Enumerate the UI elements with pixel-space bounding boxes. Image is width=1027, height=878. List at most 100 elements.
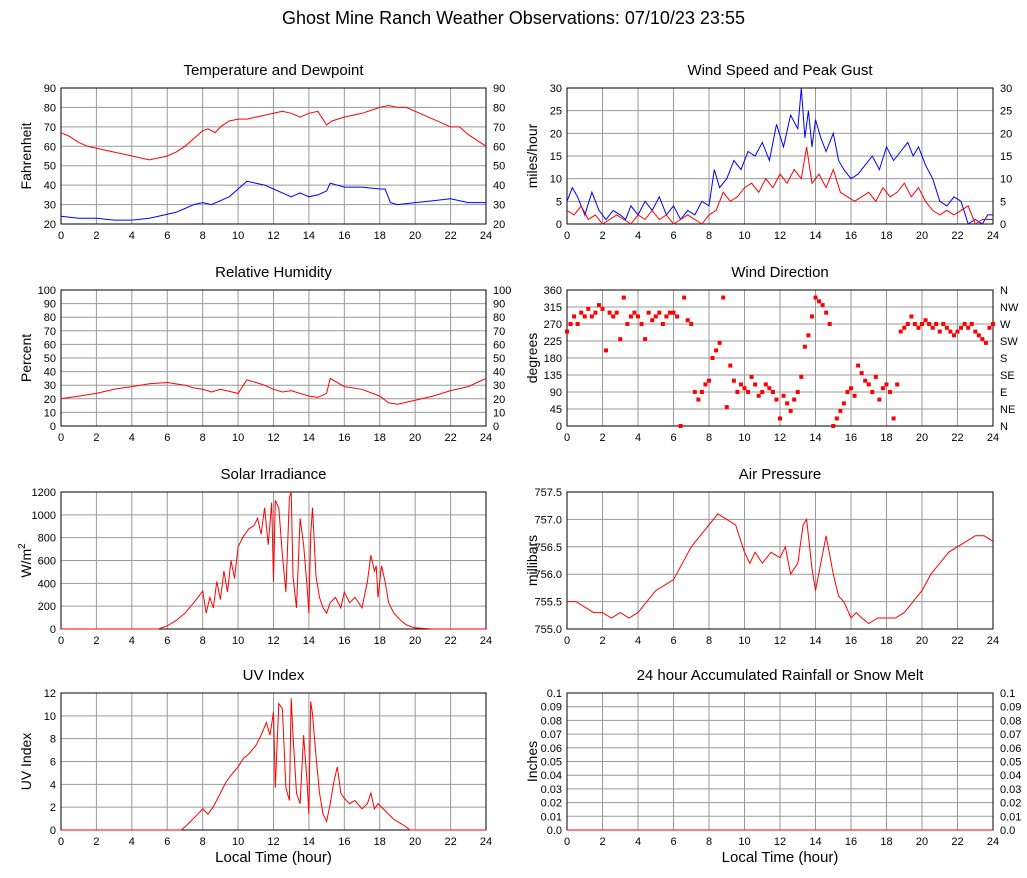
pressure-ylabel: millibars	[524, 535, 540, 586]
rh-xtick-label: 8	[200, 432, 206, 444]
wdir-point	[799, 374, 804, 379]
solar-frame	[60, 491, 487, 630]
uv-xtick-label: 18	[374, 836, 386, 848]
wdir-point	[565, 329, 569, 334]
rh-xtick-label: 4	[129, 432, 135, 444]
wdir-point	[696, 397, 701, 402]
rain-title: 24 hour Accumulated Rainfall or Snow Mel…	[637, 667, 925, 684]
wind-xtick-label: 24	[987, 230, 999, 242]
solar-ytick-label: 600	[38, 556, 56, 568]
rain-ytick-label: 0.1	[547, 688, 562, 700]
solar-ytick-label: 0	[50, 624, 56, 636]
rh-ytick-label: 10	[44, 407, 56, 419]
rh-series-0-line	[60, 377, 487, 405]
solar-xtick-label: 16	[338, 635, 350, 647]
rh-xtick-label: 24	[480, 432, 492, 444]
uv-xtick-label: 4	[129, 836, 135, 848]
wdir-point	[611, 314, 616, 319]
rain-xtick-label: 8	[706, 836, 712, 848]
wdir-point	[653, 314, 658, 319]
rain-right-ytick-label: 0.09	[1000, 702, 1021, 714]
temp-xtick-label: 22	[444, 230, 456, 242]
wdir-point	[628, 314, 633, 319]
wdir-point	[675, 314, 680, 319]
temp-right-ytick-label: 40	[493, 180, 505, 192]
temp-xtick-label: 4	[129, 230, 135, 242]
solar-xtick-label: 24	[480, 635, 492, 647]
wdir-point	[749, 374, 754, 379]
wdir-xtick-label: 24	[987, 432, 999, 444]
wdir-point	[689, 322, 694, 326]
wind-right-ytick-label: 15	[1000, 151, 1012, 163]
wdir-xtick-label: 14	[809, 432, 821, 444]
rh-right-ytick-label: 10	[493, 407, 505, 419]
rh-right-ytick-label: 90	[493, 299, 505, 311]
pressure-ytick-label: 756.0	[534, 569, 562, 581]
pressure-series-0-line	[567, 513, 994, 625]
wdir-point	[927, 322, 932, 326]
rain-right-ytick-label: 0.1	[1000, 688, 1015, 700]
wdir-point	[582, 314, 587, 319]
rh-ytick-label: 20	[44, 394, 56, 406]
rain-ytick-label: 0.08	[541, 715, 562, 727]
rain-xtick-label: 10	[738, 836, 750, 848]
wdir-point	[895, 382, 900, 387]
wdir-point	[621, 295, 626, 300]
wdir-point	[785, 401, 790, 406]
wdir-ytick-label: 360	[544, 285, 562, 297]
wdir-point	[959, 325, 964, 330]
wdir-xtick-label: 4	[635, 432, 641, 444]
temp-xtick-label: 18	[374, 230, 386, 242]
rain-xtick-label: 14	[809, 836, 821, 848]
rh-frame	[60, 289, 487, 427]
uv-xtick-label: 12	[267, 836, 279, 848]
wdir-right-ytick-label: N	[1000, 421, 1008, 433]
wdir-point	[731, 378, 736, 383]
wind-xtick-label: 10	[738, 230, 750, 242]
rh-ytick-label: 90	[44, 299, 56, 311]
wdir-right-ytick-label: SW	[1000, 336, 1018, 348]
rh-right-ytick-label: 100	[493, 285, 511, 297]
temp-ytick-label: 30	[44, 200, 56, 212]
rain-right-ytick-label: 0.02	[1000, 798, 1021, 810]
pressure-xtick-label: 4	[635, 635, 641, 647]
wdir-xtick-label: 8	[706, 432, 712, 444]
rh-xtick-label: 16	[338, 432, 350, 444]
wdir-right-ytick-label: SE	[1000, 370, 1015, 382]
rain-right-ytick-label: 0.05	[1000, 757, 1021, 769]
rh-right-ytick-label: 60	[493, 339, 505, 351]
wdir-point	[756, 393, 761, 398]
wdir-point	[905, 322, 910, 326]
solar-ytick-label: 1200	[32, 487, 56, 499]
wdir-point	[788, 408, 793, 413]
rh-ytick-label: 70	[44, 326, 56, 338]
wdir-point	[579, 310, 584, 315]
wdir-point	[682, 295, 687, 300]
wdir-point	[987, 325, 992, 330]
rh-title: Relative Humidity	[215, 264, 332, 281]
uv-ytick-label: 10	[44, 711, 56, 723]
wdir-point	[955, 329, 960, 334]
pressure-xtick-label: 16	[845, 635, 857, 647]
temp-ytick-label: 90	[44, 83, 56, 95]
rain-ytick-label: 0.06	[541, 743, 562, 755]
rain-xtick-label: 0	[564, 836, 570, 848]
rain-xtick-label: 18	[880, 836, 892, 848]
rain-right-ytick-label: 0.04	[1000, 770, 1021, 782]
temp-ytick-label: 60	[44, 141, 56, 153]
temp-xtick-label: 12	[267, 230, 279, 242]
wdir-point	[717, 340, 722, 345]
pressure-xtick-label: 20	[916, 635, 928, 647]
rh-right-ytick-label: 0	[493, 421, 499, 433]
temp-xtick-label: 8	[200, 230, 206, 242]
pressure-ytick-label: 757.5	[534, 487, 562, 499]
wind-xtick-label: 12	[774, 230, 786, 242]
wdir-point	[572, 314, 577, 319]
rain-ytick-label: 0.03	[541, 784, 562, 796]
temp-right-ytick-label: 60	[493, 141, 505, 153]
wdir-point	[802, 344, 807, 349]
rain-right-ytick-label: 0.01	[1000, 811, 1021, 823]
solar-xtick-label: 0	[58, 635, 64, 647]
